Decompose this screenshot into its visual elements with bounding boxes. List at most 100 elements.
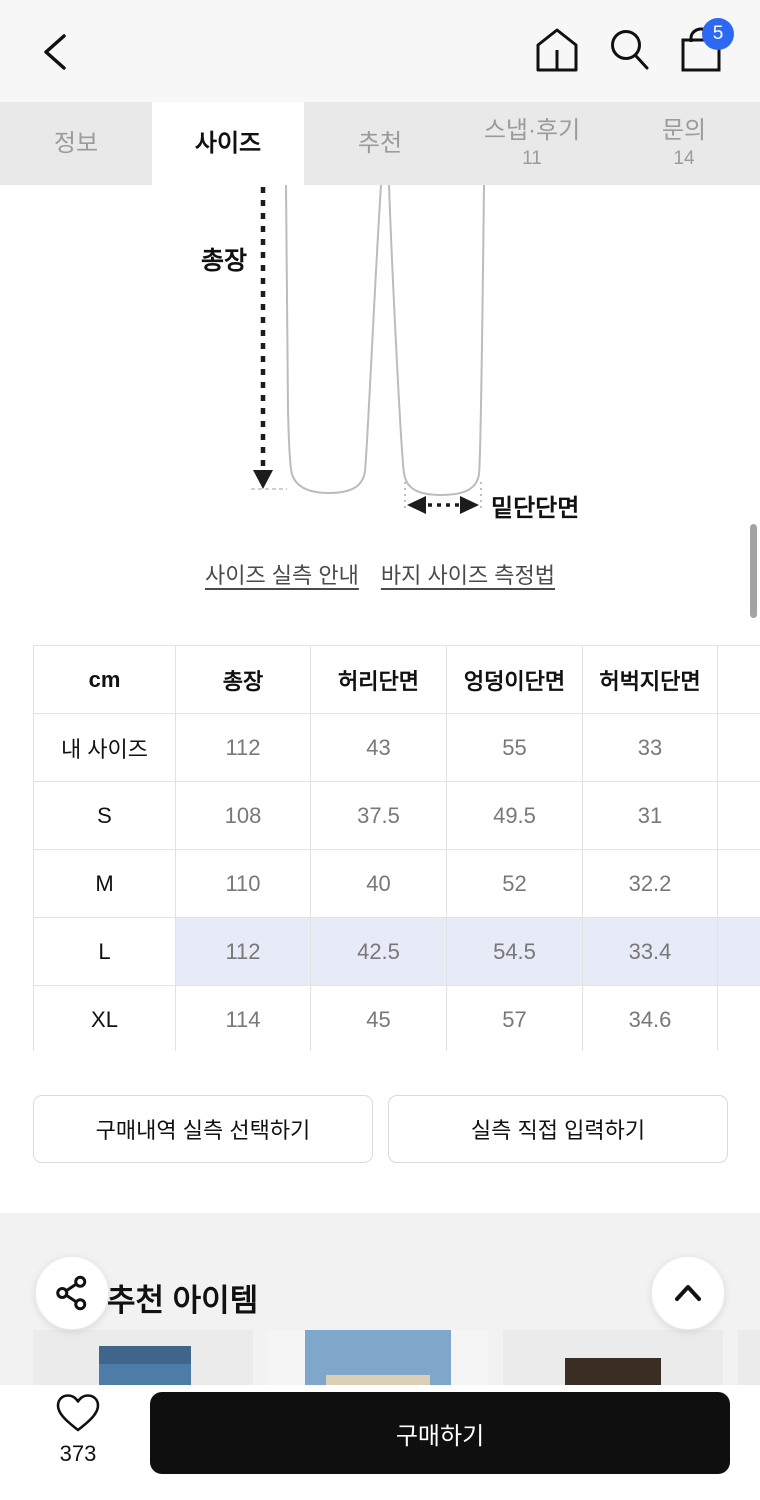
row-label: 내 사이즈 [34, 714, 176, 781]
cell-value: 43 [311, 714, 447, 781]
app-bar: 5 [0, 0, 760, 102]
cell-value: 112 [176, 918, 311, 985]
product-image-patch [326, 1375, 430, 1385]
product-tab-bar: 정보 사이즈 추천 스냅·후기 11 문의 14 [0, 102, 760, 185]
cell-value: 32.2 [583, 850, 718, 917]
hem-arrow-left [407, 496, 426, 514]
input-directly-button[interactable]: 실측 직접 입력하기 [388, 1095, 728, 1163]
heart-icon [56, 1394, 100, 1432]
col-header-waist: 허리단면 [311, 646, 447, 713]
tab-label: 추천 [357, 129, 403, 157]
recommend-product-card[interactable] [268, 1330, 488, 1385]
tab-info[interactable]: 정보 [0, 102, 152, 185]
back-chevron-icon [44, 34, 66, 70]
cell-value: 45 [311, 986, 447, 1051]
cell-value [718, 714, 760, 781]
cell-value: 54.5 [447, 918, 583, 985]
scroll-to-top-button[interactable] [651, 1256, 725, 1330]
appbar-icon-group: 5 [534, 18, 734, 78]
recommend-product-card[interactable] [738, 1330, 760, 1385]
bottom-purchase-bar: 373 구매하기 [0, 1385, 760, 1500]
product-waistband [99, 1346, 191, 1364]
cell-value [718, 850, 760, 917]
pants-right-leg-outline [388, 185, 485, 497]
pants-left-leg-outline [285, 185, 382, 495]
chevron-up-icon [675, 1285, 701, 1301]
tab-snap-reviews[interactable]: 스냅·후기 11 [456, 102, 608, 185]
size-guide-links: 사이즈 실측 안내 바지 사이즈 측정법 [0, 558, 760, 590]
cell-value: 114 [176, 986, 311, 1051]
size-table: cm 총장 허리단면 엉덩이단면 허벅지단면 내 사이즈 112 43 55 3… [33, 645, 760, 1051]
cell-value: 49.5 [447, 782, 583, 849]
size-guide-link[interactable]: 사이즈 실측 안내 [204, 563, 359, 588]
table-row-l-selected[interactable]: L 112 42.5 54.5 33.4 [34, 918, 760, 986]
col-header-hip: 엉덩이단면 [447, 646, 583, 713]
tab-size[interactable]: 사이즈 [152, 102, 304, 185]
row-label: XL [34, 986, 176, 1051]
row-label: L [34, 918, 176, 985]
tab-label: 정보 [53, 129, 99, 157]
home-button[interactable] [534, 26, 582, 78]
cell-value: 57 [447, 986, 583, 1051]
cell-value: 33 [583, 714, 718, 781]
pants-measurement-diagram: 총장 밑단단면 [201, 185, 579, 522]
cell-value: 42.5 [311, 918, 447, 985]
tab-label: 스냅·후기 [483, 117, 581, 145]
recommend-card-list [33, 1330, 760, 1385]
table-row-my-size[interactable]: 내 사이즈 112 43 55 33 [34, 714, 760, 782]
col-header-extra [718, 646, 760, 713]
search-icon [611, 30, 649, 70]
tab-label: 문의 [661, 117, 707, 145]
cell-value: 34.6 [583, 986, 718, 1051]
cell-value: 37.5 [311, 782, 447, 849]
measure-method-link[interactable]: 바지 사이즈 측정법 [380, 563, 556, 588]
tab-count: 11 [522, 147, 542, 169]
buy-button[interactable]: 구매하기 [150, 1392, 730, 1474]
hem-width-label: 밑단단면 [491, 495, 579, 522]
table-row-s[interactable]: S 108 37.5 49.5 31 [34, 782, 760, 850]
measure-actions: 구매내역 실측 선택하기 실측 직접 입력하기 [33, 1095, 728, 1163]
cart-count-badge: 5 [702, 18, 734, 50]
cell-value [718, 782, 760, 849]
scrollbar-thumb[interactable] [750, 524, 757, 618]
cell-value [718, 986, 760, 1051]
measure-arrowhead [253, 470, 273, 489]
search-button[interactable] [606, 26, 654, 78]
cell-value: 108 [176, 782, 311, 849]
like-count: 373 [59, 1441, 97, 1466]
product-image-brown-pants [565, 1358, 661, 1385]
table-row-m[interactable]: M 110 40 52 32.2 [34, 850, 760, 918]
cart-button[interactable]: 5 [678, 18, 734, 78]
share-icon [56, 1275, 87, 1311]
recommend-product-card[interactable] [33, 1330, 253, 1385]
cell-value [718, 918, 760, 985]
tab-count: 14 [673, 147, 695, 169]
tab-label: 사이즈 [194, 129, 262, 157]
cell-value: 33.4 [583, 918, 718, 985]
col-header-cm: cm [34, 646, 176, 713]
recommend-product-card[interactable] [503, 1330, 723, 1385]
select-from-history-button[interactable]: 구매내역 실측 선택하기 [33, 1095, 373, 1163]
cell-value: 40 [311, 850, 447, 917]
row-label: M [34, 850, 176, 917]
row-label: S [34, 782, 176, 849]
col-header-length: 총장 [176, 646, 311, 713]
cell-value: 110 [176, 850, 311, 917]
size-table-container: cm 총장 허리단면 엉덩이단면 허벅지단면 내 사이즈 112 43 55 3… [33, 645, 760, 1051]
col-header-thigh: 허벅지단면 [583, 646, 718, 713]
recommend-title: 추천 아이템 [107, 1283, 259, 1318]
table-row-xl[interactable]: XL 114 45 57 34.6 [34, 986, 760, 1051]
share-button[interactable] [35, 1256, 109, 1330]
cell-value: 112 [176, 714, 311, 781]
hem-arrow-right [460, 496, 479, 514]
size-table-header-row: cm 총장 허리단면 엉덩이단면 허벅지단면 [34, 646, 760, 714]
cell-value: 31 [583, 782, 718, 849]
recommend-section: 추천 아이템 [0, 1213, 760, 1385]
tab-recommend[interactable]: 추천 [304, 102, 456, 185]
tab-inquiry[interactable]: 문의 14 [608, 102, 760, 185]
home-icon [536, 28, 578, 72]
cell-value: 55 [447, 714, 583, 781]
like-button[interactable]: 373 [50, 1393, 106, 1467]
back-button[interactable] [38, 32, 74, 72]
